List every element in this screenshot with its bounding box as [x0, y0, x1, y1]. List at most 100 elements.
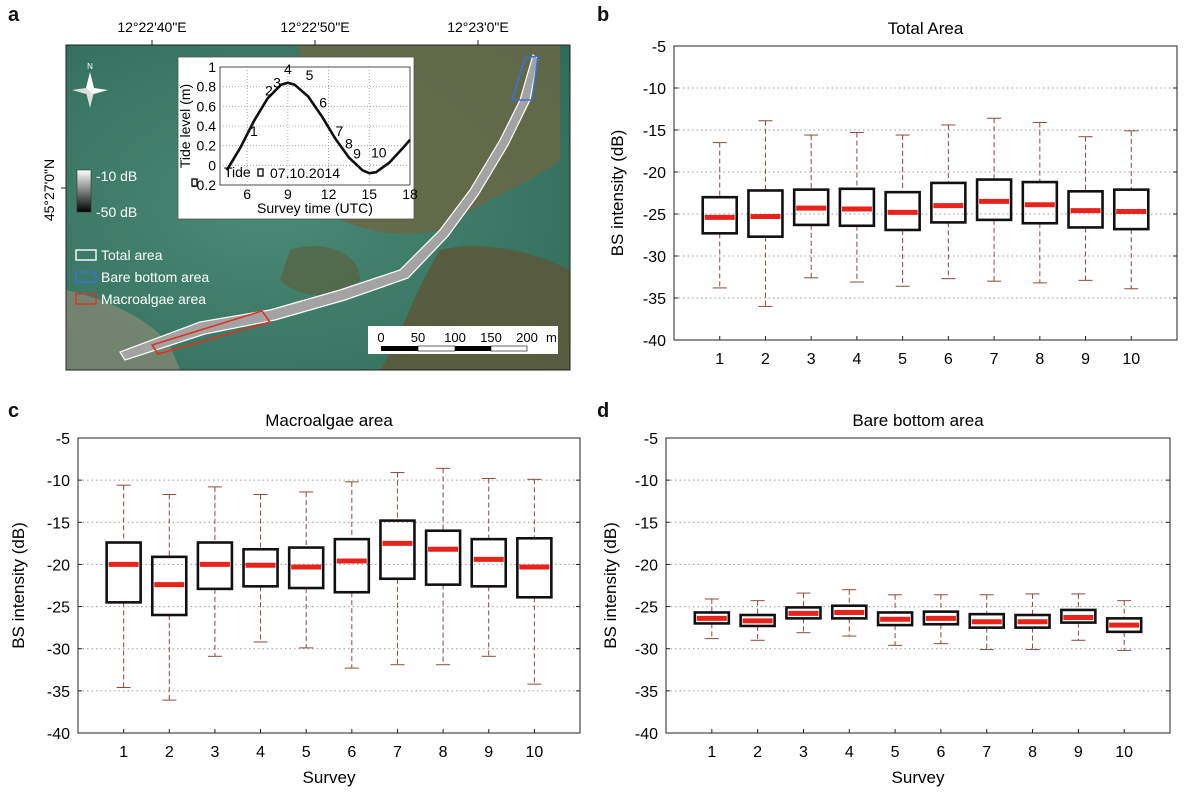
- y-tick-label: -40: [643, 333, 666, 350]
- scale-tick-200: 200: [516, 330, 538, 345]
- y-tick-label: -30: [635, 642, 658, 659]
- y-tick-label: -5: [644, 431, 658, 448]
- x-tick-label: 3: [807, 351, 816, 368]
- y-axis-label: BS intensity (dB): [608, 130, 627, 257]
- longitude-label-2: 12°22'50"E: [280, 19, 349, 35]
- x-tick-label: 10: [1122, 351, 1140, 368]
- y-tick-label: -40: [635, 726, 658, 743]
- x-tick-label: 7: [982, 744, 991, 761]
- x-tick-label: 3: [210, 744, 219, 761]
- legend-swatch-bare: [75, 271, 97, 283]
- inset-legend-label: Tide: [224, 164, 251, 180]
- box-iqr: [379, 519, 416, 581]
- box-iqr: [968, 612, 1006, 629]
- map-legend: Total area Bare bottom area Macroalgae a…: [75, 247, 209, 307]
- scale-tick-150: 150: [480, 330, 502, 345]
- panel-letter-a: a: [8, 4, 20, 26]
- chart-title: Total Area: [888, 19, 964, 38]
- macroalgae-area-outline: [150, 310, 272, 355]
- x-tick-label: 6: [347, 744, 356, 761]
- plot-frame: [673, 45, 1178, 341]
- box-iqr: [424, 529, 462, 586]
- scale-seg-3: [455, 346, 491, 351]
- box-iqr: [838, 187, 876, 228]
- legend-label-total: Total area: [101, 247, 163, 263]
- box-iqr: [1067, 190, 1104, 229]
- inset-legend-swatch: [257, 168, 264, 177]
- box-iqr: [196, 541, 234, 591]
- box-iqr: [975, 178, 1013, 222]
- inset-x-tick-label: 9: [284, 186, 292, 202]
- y-tick-label: -15: [643, 123, 666, 140]
- box-iqr: [516, 537, 553, 599]
- north-label: N: [87, 62, 93, 71]
- x-tick-label: 5: [891, 744, 900, 761]
- inset-y-axis-label: Tide level (m): [177, 84, 193, 168]
- y-axis-label: BS intensity (dB): [9, 522, 28, 649]
- box-iqr: [747, 189, 784, 238]
- x-tick-label: 8: [439, 744, 448, 761]
- y-tick-label: -25: [47, 600, 70, 617]
- inset-y-tick-label: 0: [208, 157, 216, 173]
- box-iqr: [287, 546, 325, 590]
- survey-annotation: 4: [284, 61, 292, 77]
- inset-x-tick-label: 12: [321, 186, 337, 202]
- legend-label-macroalgae: Macroalgae area: [101, 291, 206, 307]
- x-tick-label: 2: [753, 744, 762, 761]
- inset-date-label: 07.10.2014: [270, 165, 340, 181]
- box-iqr: [1021, 180, 1059, 225]
- plot-frame: [665, 437, 1171, 734]
- x-tick-label: 1: [707, 744, 716, 761]
- box-iqr: [242, 547, 279, 588]
- box-iqr: [922, 610, 960, 626]
- inset-y-tick-label: 0.2: [197, 138, 217, 154]
- x-tick-label: 1: [715, 351, 724, 368]
- x-tick-label: 7: [393, 744, 402, 761]
- x-tick-label: 6: [944, 351, 953, 368]
- box-iqr: [470, 537, 508, 588]
- y-tick-label: -35: [47, 684, 70, 701]
- inset-background: [177, 56, 415, 220]
- x-tick-label: 9: [1074, 744, 1083, 761]
- longitude-label-1: 12°22'40"E: [117, 19, 186, 35]
- inset-y-tick-label: 0.6: [197, 98, 217, 114]
- inset-y-tick-label: 1: [208, 59, 216, 75]
- y-tick-label: -10: [643, 81, 666, 98]
- scale-tick-50: 50: [411, 330, 425, 345]
- inset-legend-swatch-small: [191, 178, 198, 187]
- y-tick-label: -30: [643, 249, 666, 266]
- box-iqr: [785, 606, 822, 620]
- y-tick-label: -35: [635, 684, 658, 701]
- x-tick-label: 9: [484, 744, 493, 761]
- y-tick-label: -25: [643, 207, 666, 224]
- colorbar-bottom-label: -50 dB: [96, 204, 137, 220]
- survey-annotation: 3: [273, 75, 281, 91]
- x-tick-label: 1: [119, 744, 128, 761]
- y-tick-label: -20: [47, 557, 70, 574]
- x-tick-label: 4: [256, 744, 265, 761]
- box-iqr: [884, 190, 921, 232]
- survey-annotation: 6: [319, 94, 327, 110]
- panel-letter-c: c: [8, 400, 20, 422]
- x-tick-label: 8: [1028, 744, 1037, 761]
- y-tick-label: -5: [652, 39, 666, 56]
- y-tick-label: -15: [635, 515, 658, 532]
- box-iqr: [930, 181, 967, 224]
- box-iqr: [701, 195, 739, 235]
- x-tick-label: 7: [990, 351, 999, 368]
- legend-swatch-macroalgae: [75, 293, 97, 305]
- x-axis-label: Survey: [303, 768, 356, 787]
- survey-annotation: 10: [371, 144, 387, 160]
- scale-tick-0: 0: [377, 330, 384, 345]
- box-iqr: [830, 604, 868, 620]
- x-tick-label: 2: [165, 744, 174, 761]
- box-iqr: [739, 613, 776, 628]
- latitude-label: 45°27'0"N: [41, 159, 57, 221]
- box-iqr: [1014, 613, 1051, 629]
- box-iqr: [1105, 617, 1143, 634]
- macroalgae-area-boxplot: -5 -10 -15 -20 -25 -30 -35 -40 1 2 3 4 5 6 7 8 9 10 Macroa…: [9, 411, 581, 787]
- box-iqr: [792, 188, 830, 227]
- x-tick-label: 10: [525, 744, 543, 761]
- survey-annotation: 5: [306, 67, 314, 83]
- box-iqr: [693, 611, 731, 625]
